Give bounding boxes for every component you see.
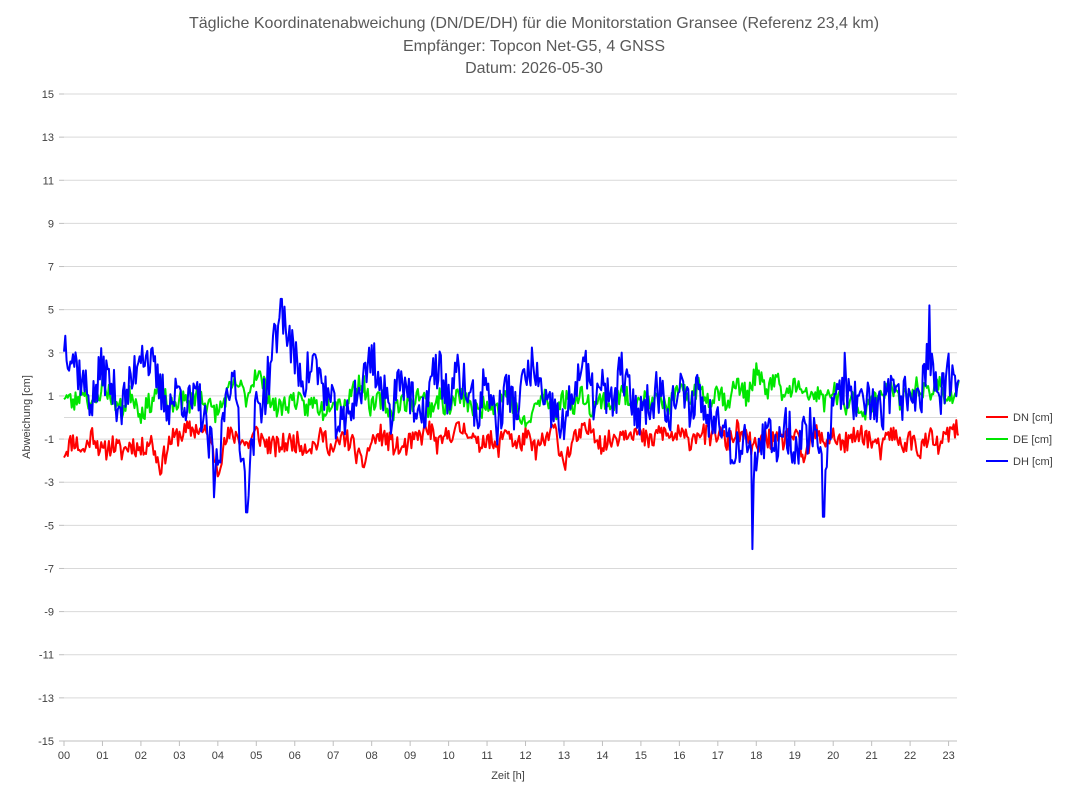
x-tick-label: 19 [789, 750, 801, 762]
y-tick-label: -1 [44, 434, 54, 446]
x-tick-label: 21 [866, 750, 878, 762]
x-tick-label: 04 [212, 750, 224, 762]
y-tick-label: 7 [48, 262, 54, 274]
x-tick-label: 01 [96, 750, 108, 762]
chart-title-line-1: Tägliche Koordinatenabweichung (DN/DE/DH… [189, 15, 879, 32]
legend-entry-label: DH [cm] [1013, 456, 1053, 468]
y-tick-label: 15 [42, 89, 54, 101]
x-axis-label: Zeit [h] [491, 770, 525, 782]
x-tick-label: 08 [366, 750, 378, 762]
y-tick-label: -7 [44, 563, 54, 575]
x-tick-label: 03 [173, 750, 185, 762]
x-tick-label: 06 [289, 750, 301, 762]
x-tick-label: 16 [673, 750, 685, 762]
chart-title-line-2: Empfänger: Topcon Net-G5, 4 GNSS [403, 38, 665, 55]
y-tick-label: 13 [42, 132, 54, 144]
x-axis-ticks: 00 01 02 03 04 05 06 07 08 09 10 11 12 13 14 15 16 17 18 19… [58, 740, 957, 762]
x-tick-label: 07 [327, 750, 339, 762]
y-tick-label: 3 [48, 348, 54, 360]
x-tick-label: 15 [635, 750, 647, 762]
y-tick-label: -5 [44, 520, 54, 532]
series-line-dh [63, 297, 960, 551]
x-tick-label: 11 [481, 750, 492, 762]
chart-title-line-3: Datum: 2026-05-30 [465, 60, 603, 77]
y-tick-label: -11 [39, 650, 54, 662]
x-tick-label: 05 [250, 750, 262, 762]
y-tick-label: -13 [38, 693, 54, 705]
y-tick-label: -3 [44, 477, 54, 489]
x-tick-label: 00 [58, 750, 70, 762]
x-tick-label: 13 [558, 750, 570, 762]
y-tick-label: 5 [48, 305, 54, 317]
x-tick-label: 23 [942, 750, 954, 762]
x-tick-label: 14 [596, 750, 608, 762]
x-tick-label: 20 [827, 750, 839, 762]
x-tick-label: 02 [135, 750, 147, 762]
x-tick-label: 18 [750, 750, 762, 762]
x-tick-label: 17 [712, 750, 724, 762]
y-axis-label: Abweichung [cm] [21, 375, 33, 459]
y-tick-label: 9 [48, 218, 54, 230]
y-axis-ticks: 15 13 11 9 7 5 3 1 -1 -3 -5 -7 -9 -11 -13 -15 [38, 89, 64, 748]
y-tick-label: -9 [44, 607, 54, 619]
x-tick-label: 22 [904, 750, 916, 762]
x-tick-label: 10 [442, 750, 454, 762]
legend-entry-label: DN [cm] [1013, 412, 1053, 424]
y-tick-label: 11 [43, 175, 54, 187]
plot-area [63, 297, 960, 551]
x-tick-label: 09 [404, 750, 416, 762]
y-tick-label: 1 [48, 391, 54, 403]
y-tick-label: -15 [38, 736, 54, 748]
legend: DN [cm] DE [cm] DH [cm] [986, 412, 1053, 468]
legend-entry-label: DE [cm] [1013, 434, 1052, 446]
x-tick-label: 12 [519, 750, 531, 762]
